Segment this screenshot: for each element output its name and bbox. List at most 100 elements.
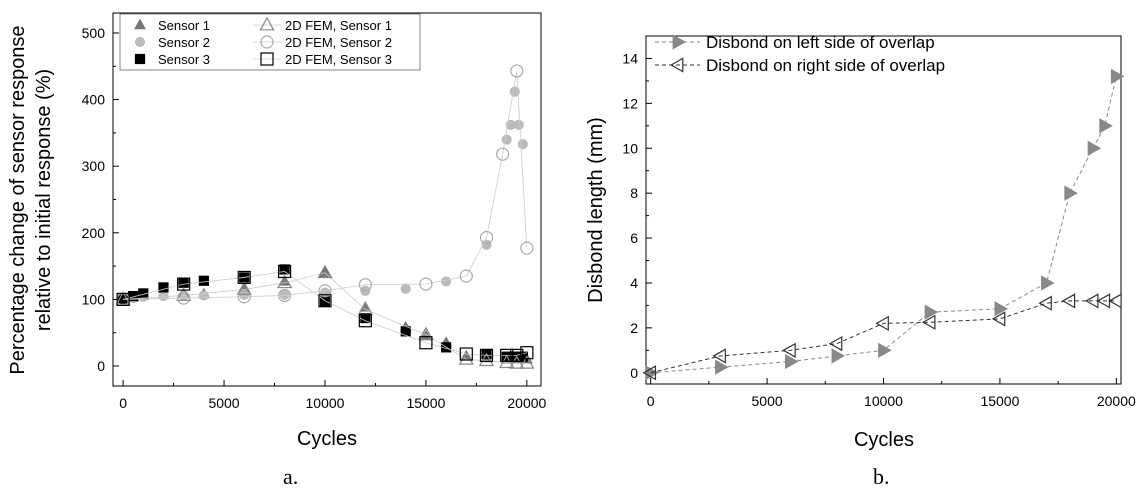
chart-a-point (198, 290, 209, 301)
chart-a-point (458, 351, 474, 365)
chart-a-ylabel-line2: relative to initial response (%) (33, 69, 55, 331)
chart-b-series (642, 68, 1125, 381)
chart-a-point (116, 292, 130, 307)
chart-b-xtick-label: 20000 (1097, 393, 1136, 409)
chart-a-legend-marker (134, 53, 146, 65)
chart-b-point (782, 342, 796, 358)
chart-a-panel-label: a. (283, 464, 298, 489)
chart-b-xlabel: Cycles (854, 429, 914, 451)
chart-a-point (517, 139, 528, 150)
chart-a-point (510, 64, 524, 78)
chart-b-frame (645, 35, 1122, 385)
chart-a-point (419, 329, 432, 341)
chart-a-point (158, 282, 169, 293)
chart-a-series-line (123, 70, 528, 300)
chart-a-legend-items: Sensor 1 Sensor 2 Sensor 3 2D FEM, Sensor 1… (134, 16, 392, 67)
chart-a-point (400, 326, 411, 337)
chart-a-point (279, 264, 290, 275)
chart-b-point (1110, 68, 1125, 85)
chart-a-legend-marker (134, 36, 146, 48)
chart-a-point (400, 283, 411, 294)
chart-a-point (237, 290, 251, 304)
chart-a-point (481, 239, 492, 250)
chart-b-point (994, 301, 1009, 317)
chart-a-point (513, 119, 524, 131)
chart-a: 0 5000 10000 15000 20000 0 100 200 300 400 500 Sen… (7, 12, 547, 489)
chart-a-point (278, 288, 292, 303)
chart-a-legend-label: 2D FEM, Sensor 2 (285, 35, 392, 50)
chart-a-point (418, 326, 434, 341)
chart-b-point (875, 315, 889, 332)
chart-b-series-line (650, 76, 1117, 374)
chart-a-point (278, 264, 292, 279)
chart-a-legend-marker (260, 35, 274, 49)
chart-b-point (1038, 295, 1052, 311)
chart-a-xtick-label: 10000 (306, 395, 345, 411)
chart-b-point (924, 304, 939, 320)
chart-b-point (712, 348, 726, 364)
chart-b-point (715, 359, 729, 375)
chart-b-point (921, 314, 936, 330)
chart-b-point (878, 342, 892, 358)
chart-a-ytick-label: 500 (82, 25, 106, 41)
chart-a-xtick-label: 15000 (406, 395, 445, 411)
chart-a-legend: Sensor 1 Sensor 2 Sensor 3 2D FEM, Sensor 1… (119, 13, 421, 71)
chart-a-series-line (122, 271, 527, 356)
chart-b-legend: Disbond on left side of overlap Disbond o… (655, 33, 945, 75)
chart-a-point (500, 348, 514, 362)
chart-a-point (496, 147, 510, 161)
chart-a-point (317, 264, 333, 279)
chart-a-point (519, 355, 535, 369)
chart-a-point (177, 291, 191, 305)
chart-a-ytick-label: 0 (97, 358, 105, 374)
chart-b-xtick-label: 0 (647, 393, 655, 409)
chart-a-point (158, 290, 169, 302)
chart-b-legend-label: Disbond on left side of overlap (706, 33, 935, 52)
chart-a-ylabel-line1: Percentage change of sensor response (7, 25, 29, 374)
chart-a-ytick-label: 200 (82, 225, 106, 241)
chart-a-legend-label: Sensor 2 (158, 35, 210, 50)
chart-a-point (509, 355, 525, 369)
chart-a-legend-marker (134, 18, 146, 30)
chart-b-point (1099, 118, 1113, 134)
chart-b-ytick-label: 4 (630, 275, 638, 291)
chart-a-point (198, 275, 209, 286)
chart-a-point (479, 230, 494, 245)
chart-a-point (276, 274, 293, 289)
chart-a-ytick-label: 400 (82, 92, 106, 108)
chart-a-legend-label: 2D FEM, Sensor 1 (285, 18, 392, 33)
chart-a-xtick-label: 5000 (208, 395, 239, 411)
chart-b-point (991, 311, 1006, 327)
chart-a-point (319, 266, 331, 277)
chart-a-legend-marker (259, 16, 275, 31)
chart-b-point (642, 365, 657, 381)
chart-b-ytick-label: 10 (622, 140, 638, 156)
chart-b-legend-marker (669, 57, 684, 73)
chart-a-point (177, 277, 191, 291)
chart-b-ytick-label: 2 (630, 320, 638, 336)
chart-a-ticks: 0 5000 10000 15000 20000 0 100 200 300 400 500 (82, 25, 547, 411)
chart-a-point (419, 336, 433, 350)
chart-b-point (1087, 140, 1102, 156)
chart-a-point (318, 294, 332, 308)
chart-b-ytick-label: 12 (622, 95, 638, 111)
chart-b-ytick-label: 6 (630, 230, 638, 246)
chart-b-panel-label: b. (873, 464, 890, 489)
chart-b-ylabel: Disbond length (mm) (585, 117, 607, 303)
chart-a-ytick-label: 300 (82, 158, 106, 174)
chart-a-series-line (123, 272, 527, 364)
chart-b-xtick-label: 10000 (864, 393, 903, 409)
chart-a-point (318, 284, 332, 298)
chart-a-point (237, 270, 251, 285)
chart-a-point (479, 348, 494, 362)
chart-b-xtick-label: 5000 (752, 393, 783, 409)
chart-a-point (236, 281, 252, 295)
chart-b-point (1064, 185, 1078, 201)
chart-a-point (478, 352, 495, 367)
chart-a-ytick-label: 100 (82, 291, 106, 307)
chart-b-ytick-label: 0 (630, 365, 638, 381)
chart-a-point (459, 269, 473, 283)
chart-b-legend-marker (672, 34, 687, 50)
chart-a-point (459, 347, 473, 361)
chart-a-legend-marker (260, 52, 274, 66)
